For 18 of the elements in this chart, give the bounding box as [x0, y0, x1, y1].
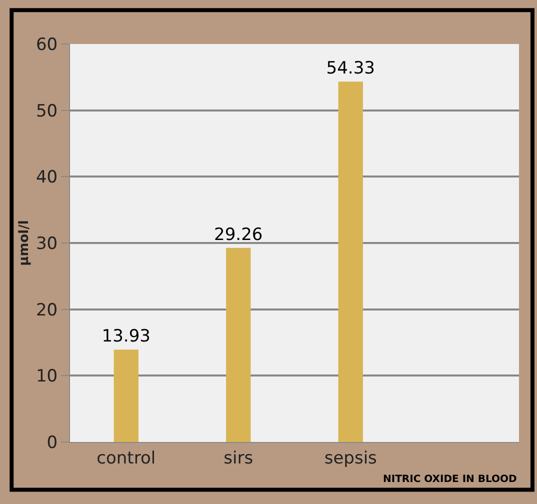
y-tick-label: 50	[36, 101, 58, 122]
y-tick-label: 20	[36, 300, 58, 320]
x-tick-label: sirs	[224, 448, 254, 468]
bar	[338, 82, 363, 442]
x-tick-label: control	[96, 448, 156, 468]
y-tick-label: 30	[36, 234, 58, 254]
y-tick-label: 60	[36, 34, 58, 55]
y-tick-label: 10	[36, 366, 58, 387]
x-tick-label: sepsis	[324, 448, 378, 468]
bar	[226, 248, 251, 442]
bar	[114, 350, 138, 442]
y-tick-label: 40	[36, 168, 58, 188]
data-label: 54.33	[326, 58, 375, 79]
y-axis-title: µmol/l	[16, 220, 32, 266]
data-label: 13.93	[102, 326, 150, 347]
x-axis-title: NITRIC OXIDE IN BLOOD	[383, 474, 517, 485]
y-tick-label: 0	[46, 432, 58, 453]
data-label: 29.26	[214, 224, 263, 245]
